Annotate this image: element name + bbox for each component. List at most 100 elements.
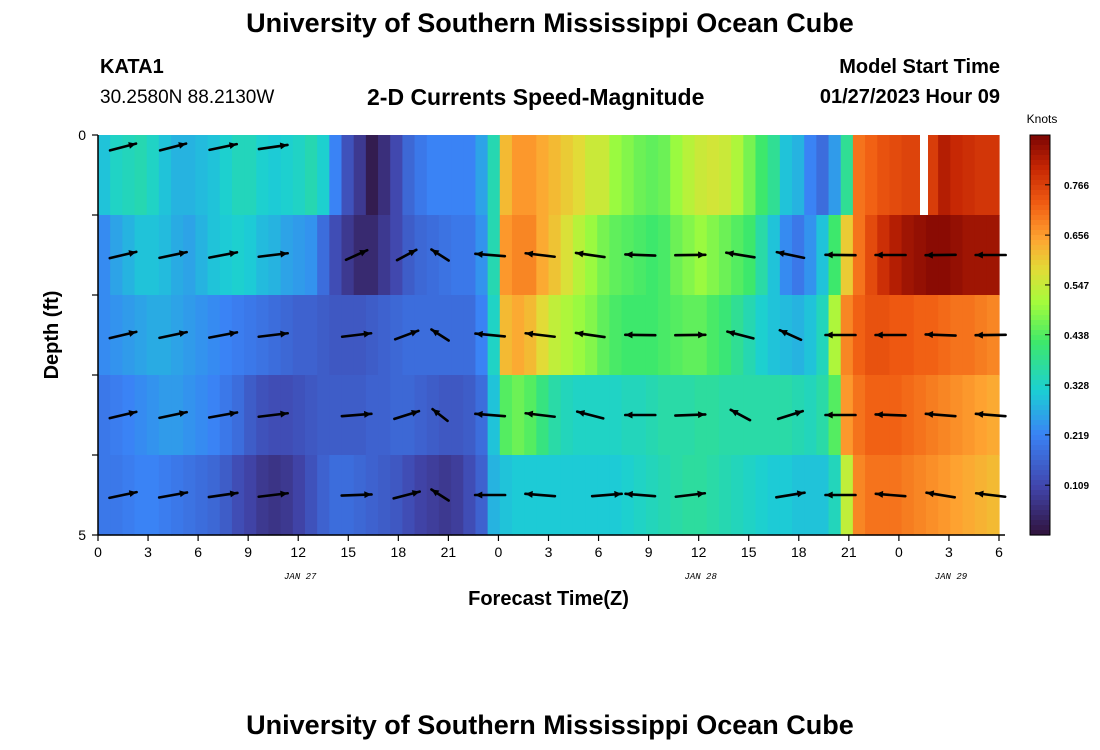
heatmap-cell xyxy=(438,375,452,456)
current-vector xyxy=(974,410,1007,418)
colorbar-segment xyxy=(1030,240,1050,246)
colorbar-segment xyxy=(1030,260,1050,266)
heatmap-cell xyxy=(378,375,391,456)
colorbar-tick-label: 0.109 xyxy=(1064,481,1089,492)
colorbar-segment xyxy=(1030,270,1050,276)
heatmap-cell xyxy=(219,135,233,216)
current-vector xyxy=(208,250,239,259)
heatmap-cell xyxy=(852,375,866,456)
heatmap-cell xyxy=(195,295,209,376)
heatmap-cell xyxy=(134,295,148,376)
heatmap-cell xyxy=(487,135,501,216)
current-vector xyxy=(207,410,239,419)
y-axis-title: Depth (ft) xyxy=(41,291,63,380)
current-vector xyxy=(157,490,189,499)
heatmap-cell xyxy=(548,135,562,216)
current-vector xyxy=(340,410,373,418)
heatmap-cell xyxy=(718,295,732,376)
heatmap-cell xyxy=(341,135,355,216)
colorbar-segment xyxy=(1030,170,1050,176)
current-vector xyxy=(874,490,907,498)
heatmap-cell xyxy=(731,375,744,456)
current-vector xyxy=(340,330,373,339)
heatmap-cell xyxy=(317,455,330,536)
heatmap-cell xyxy=(511,295,525,376)
heatmap-cell xyxy=(524,135,537,216)
colorbar-segment xyxy=(1030,455,1050,461)
heatmap-cell xyxy=(134,455,148,536)
heatmap-cell xyxy=(804,375,817,456)
heatmap-cell xyxy=(767,295,781,376)
heatmap-cell xyxy=(183,295,197,376)
current-vector xyxy=(430,248,450,262)
heatmap-cell xyxy=(146,295,160,376)
heatmap-cell xyxy=(901,135,915,216)
colorbar-segment xyxy=(1030,495,1050,501)
heatmap-cell xyxy=(901,295,915,376)
colorbar-segment xyxy=(1030,440,1050,446)
current-vector xyxy=(874,411,907,419)
heatmap-cell xyxy=(244,295,257,376)
heatmap-cell xyxy=(98,295,111,376)
heatmap-cell xyxy=(304,375,318,456)
current-vector xyxy=(674,490,707,499)
colorbar-segment xyxy=(1030,290,1050,296)
colorbar-segment xyxy=(1030,445,1050,451)
current-vector xyxy=(724,250,756,259)
heatmap-cell xyxy=(536,135,550,216)
current-vector xyxy=(824,331,857,339)
heatmap-cell xyxy=(706,215,720,296)
colorbar-segment xyxy=(1030,520,1050,526)
heatmap-cell xyxy=(572,215,586,296)
heatmap-cell xyxy=(207,215,221,296)
heatmap-cell xyxy=(341,215,355,296)
colorbar-segment xyxy=(1030,195,1050,201)
current-vector xyxy=(430,328,450,342)
current-vector xyxy=(208,142,239,152)
current-vector xyxy=(674,331,707,339)
heatmap-cell xyxy=(670,135,684,216)
heatmap-cell xyxy=(438,295,452,376)
heatmap-cell xyxy=(98,215,111,296)
heatmap-cell xyxy=(122,455,136,536)
heatmap-cell xyxy=(98,375,111,456)
heatmap-cell xyxy=(852,215,866,296)
heatmap-cell xyxy=(706,455,720,536)
heatmap-cell xyxy=(146,215,160,296)
heatmap-cell xyxy=(962,135,976,216)
heatmap-cell xyxy=(195,375,209,456)
heatmap-cell xyxy=(292,375,306,456)
heatmap-cell xyxy=(280,215,294,296)
heatmap-cell xyxy=(609,135,623,216)
heatmap-cell xyxy=(804,455,817,536)
colorbar-segment xyxy=(1030,165,1050,171)
heatmap-cell xyxy=(365,295,379,376)
heatmap-cell xyxy=(767,455,781,536)
current-vector xyxy=(257,410,289,419)
current-vector xyxy=(257,142,289,151)
colorbar-segment xyxy=(1030,405,1050,411)
colorbar-segment xyxy=(1030,360,1050,366)
heatmap-cell xyxy=(511,375,525,456)
colorbar-segment xyxy=(1030,145,1050,151)
heatmap-cell xyxy=(816,375,830,456)
heatmap-cell xyxy=(658,295,671,376)
current-vector xyxy=(726,330,755,340)
current-vector xyxy=(393,329,420,341)
heatmap-cell xyxy=(317,295,330,376)
heatmap-cell xyxy=(718,455,732,536)
heatmap-cell xyxy=(329,135,343,216)
heatmap-cell xyxy=(231,295,245,376)
current-vector xyxy=(874,331,907,339)
heatmap-cell xyxy=(414,135,428,216)
heatmap-cell xyxy=(231,215,245,296)
heatmap-cell xyxy=(560,455,574,536)
x-tick-label: 3 xyxy=(945,544,953,560)
colorbar-segment xyxy=(1030,225,1050,231)
heatmap-cell xyxy=(511,135,525,216)
current-vector xyxy=(974,331,1007,339)
current-vector xyxy=(590,490,623,498)
heatmap-cell xyxy=(572,135,586,216)
heatmap-cell xyxy=(304,295,318,376)
heatmap-cell xyxy=(962,295,976,376)
